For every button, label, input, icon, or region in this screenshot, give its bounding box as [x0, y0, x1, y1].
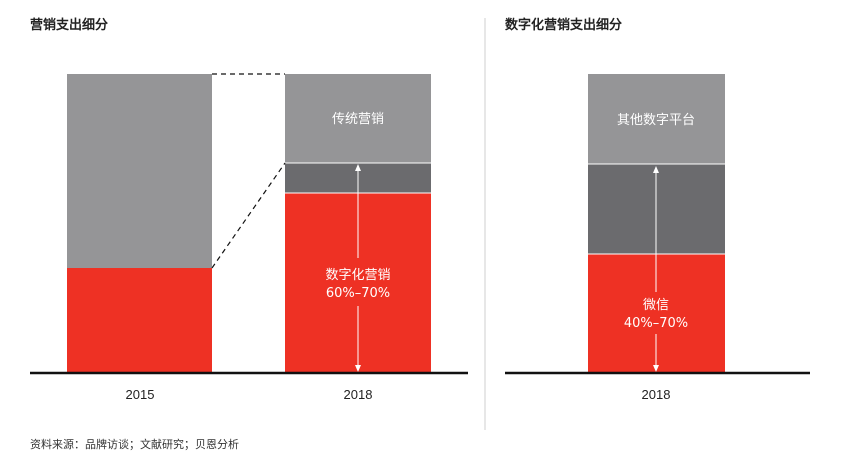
arrowhead-down-right — [653, 365, 659, 372]
arrowhead-down-left — [355, 365, 361, 372]
label-wechat: 微信 — [643, 298, 669, 313]
label-traditional: 传统营销 — [332, 112, 384, 127]
label-digital-range: 60%–70% — [326, 286, 390, 301]
right-chart-title: 数字化营销支出细分 — [505, 17, 623, 32]
tick-2015: 2015 — [126, 387, 155, 402]
tick-2018-left: 2018 — [344, 387, 373, 402]
source-note: 资料来源：品牌访谈；文献研究；贝恩分析 — [30, 439, 239, 451]
tick-2018-right: 2018 — [642, 387, 671, 402]
right-bar-other — [588, 74, 725, 164]
connector-diagonal — [211, 162, 286, 269]
bar-2015-gray — [67, 74, 212, 268]
arrowhead-up-right — [653, 166, 659, 173]
label-other-platforms: 其他数字平台 — [617, 113, 695, 128]
label-digital: 数字化营销 — [325, 268, 390, 283]
label-wechat-range: 40%–70% — [624, 316, 688, 331]
left-chart-title: 营销支出细分 — [30, 17, 109, 32]
bar-2015-red — [67, 268, 212, 373]
arrowhead-up-left — [355, 164, 361, 171]
bar-2018-traditional — [285, 74, 431, 163]
